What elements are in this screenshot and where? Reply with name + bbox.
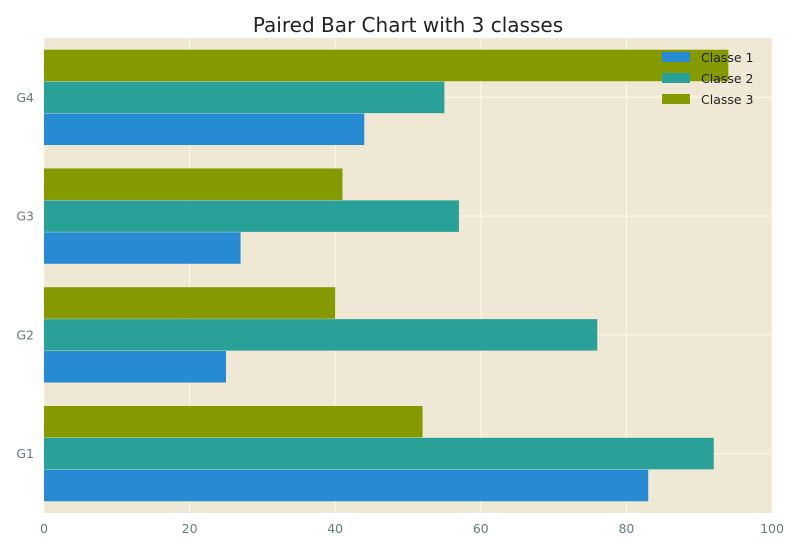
y-tick-label: G2 <box>16 327 34 342</box>
bar-g3-classe-2 <box>44 200 459 232</box>
bar-g3-classe-1 <box>44 232 241 264</box>
legend-swatch <box>662 52 690 62</box>
bar-g4-classe-3 <box>44 49 729 82</box>
legend-label: Classe 2 <box>701 71 754 86</box>
legend-label: Classe 3 <box>701 92 754 107</box>
y-tick-label: G3 <box>16 209 34 224</box>
x-tick-label: 100 <box>760 521 784 536</box>
bar-g1-classe-1 <box>44 469 649 502</box>
legend-swatch <box>662 94 690 104</box>
bar-g4-classe-1 <box>44 113 365 146</box>
chart-title: Paired Bar Chart with 3 classes <box>253 13 563 37</box>
bar-g3-classe-3 <box>44 168 343 200</box>
x-tick-label: 60 <box>473 521 489 536</box>
bar-g1-classe-2 <box>44 437 714 470</box>
bar-g4-classe-2 <box>44 81 445 114</box>
x-tick-label: 20 <box>182 521 198 536</box>
y-tick-label: G4 <box>16 90 34 105</box>
bars <box>44 49 729 502</box>
legend: Classe 1 Classe 2 Classe 3 <box>662 50 754 107</box>
bar-g2-classe-2 <box>44 319 598 351</box>
x-tick-label: 0 <box>40 521 48 536</box>
y-axis-ticks: G1 G2 G3 G4 <box>16 90 34 461</box>
bar-g2-classe-1 <box>44 351 226 383</box>
x-axis-ticks: 0 20 40 60 80 100 <box>40 521 784 536</box>
bar-g2-classe-3 <box>44 287 336 319</box>
x-tick-label: 80 <box>618 521 634 536</box>
legend-swatch <box>662 73 690 83</box>
legend-label: Classe 1 <box>701 50 754 65</box>
y-tick-label: G1 <box>16 446 34 461</box>
bar-g1-classe-3 <box>44 405 423 438</box>
x-tick-label: 40 <box>327 521 343 536</box>
